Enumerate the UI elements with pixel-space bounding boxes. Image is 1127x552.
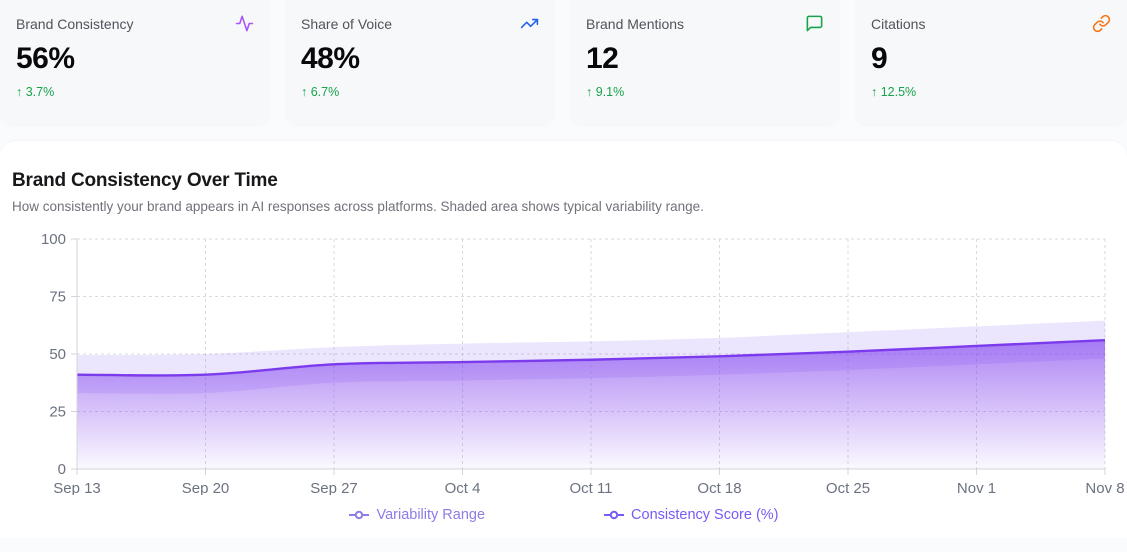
kpi-card-brand-consistency: Brand Consistency 56% ↑ 3.7%	[0, 0, 270, 127]
chart-subtitle: How consistently your brand appears in A…	[12, 199, 704, 214]
legend-item-consistency-score[interactable]: Consistency Score (%)	[603, 507, 779, 523]
svg-text:Oct 4: Oct 4	[445, 480, 481, 495]
legend-item-variability-range[interactable]: Variability Range	[348, 507, 485, 523]
kpi-label: Brand Consistency	[16, 16, 134, 32]
kpi-delta: ↑ 6.7%	[301, 85, 340, 99]
activity-icon	[235, 15, 254, 32]
legend-label: Consistency Score (%)	[631, 507, 779, 523]
kpi-value: 56%	[16, 42, 75, 75]
kpi-card-share-of-voice: Share of Voice 48% ↑ 6.7%	[285, 0, 555, 127]
svg-text:Oct 18: Oct 18	[697, 480, 741, 495]
svg-text:0: 0	[58, 461, 66, 478]
kpi-label: Brand Mentions	[586, 16, 685, 32]
svg-text:Nov 1: Nov 1	[957, 480, 996, 495]
legend-line-dot-icon	[604, 510, 625, 520]
kpi-value: 12	[586, 42, 619, 75]
kpi-card-citations: Citations 9 ↑ 12.5%	[855, 0, 1127, 127]
svg-text:25: 25	[49, 404, 66, 421]
svg-text:Nov 8: Nov 8	[1085, 480, 1124, 495]
link-icon	[1092, 14, 1111, 33]
svg-text:75: 75	[49, 289, 66, 306]
svg-text:Sep 20: Sep 20	[182, 480, 230, 495]
kpi-cards-row: Brand Consistency 56% ↑ 3.7% Share of Vo…	[0, 0, 1127, 127]
kpi-delta: ↑ 3.7%	[16, 85, 55, 99]
message-square-icon	[806, 15, 823, 32]
kpi-value: 48%	[301, 42, 360, 75]
kpi-delta: ↑ 9.1%	[586, 85, 625, 99]
legend-line-dot-icon	[349, 510, 370, 520]
kpi-label: Share of Voice	[301, 16, 393, 32]
trending-up-icon	[520, 18, 539, 29]
kpi-label: Citations	[871, 16, 926, 32]
svg-text:Oct 25: Oct 25	[826, 480, 870, 495]
legend-label: Variability Range	[376, 507, 486, 523]
page-title: Brand Consistency Over Time	[12, 170, 278, 191]
svg-text:Oct 11: Oct 11	[569, 480, 612, 495]
svg-text:100: 100	[41, 231, 66, 248]
kpi-card-brand-mentions: Brand Mentions 12 ↑ 9.1%	[570, 0, 840, 127]
svg-text:Sep 27: Sep 27	[310, 480, 358, 495]
brand-consistency-panel: Brand Consistency Over Time How consiste…	[0, 141, 1127, 538]
kpi-delta: ↑ 12.5%	[871, 85, 917, 99]
svg-text:Sep 13: Sep 13	[53, 480, 101, 495]
kpi-value: 9	[871, 42, 888, 75]
chart-legend: Variability Range Consistency Score (%)	[0, 507, 1127, 523]
consistency-area-chart: 0 25 50 75 100 Sep 13 Sep 20 Sep 27 Oct 4 Oct 11 O…	[41, 231, 1125, 495]
svg-text:50: 50	[49, 346, 66, 363]
